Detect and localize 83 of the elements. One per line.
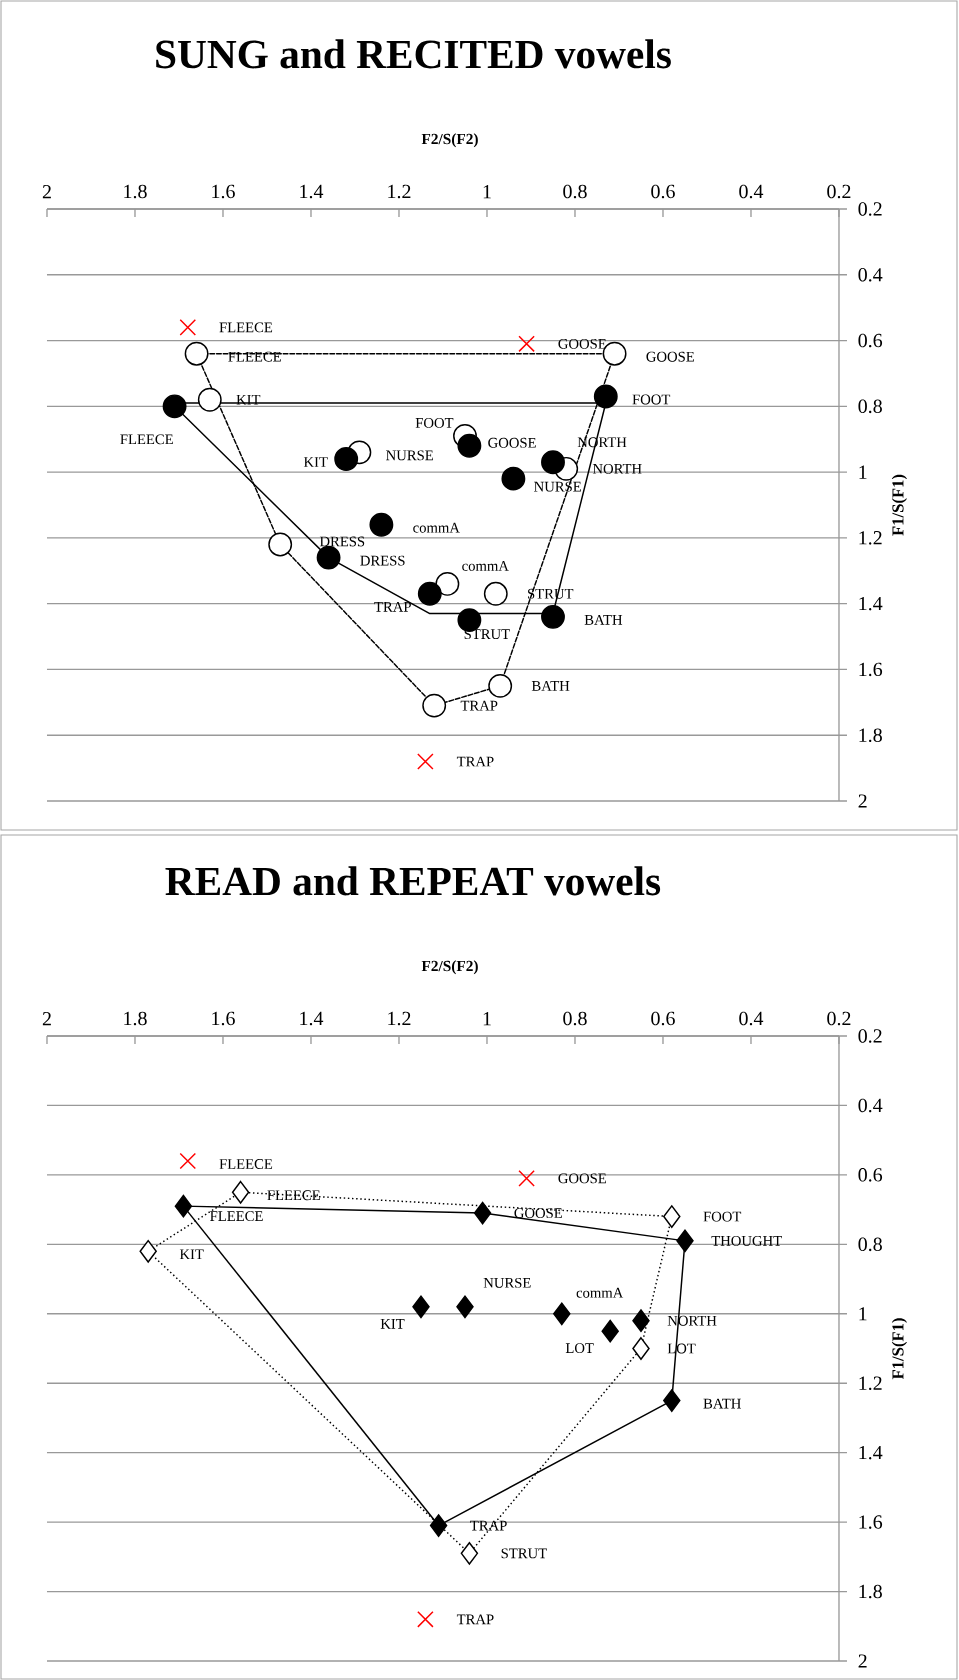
annotation: GOOSE	[646, 351, 694, 362]
x-tick-label: 1.2	[388, 184, 411, 199]
y-tick-label: 1.2	[859, 1376, 882, 1390]
annotation: TRAP	[460, 700, 498, 711]
x-tick-label: 1.4	[300, 1011, 324, 1026]
y-tick-label: 0.8	[858, 1237, 882, 1252]
y-tick-label: 0.8	[858, 399, 882, 414]
annotation: commA	[413, 522, 460, 533]
annotation: NORTH	[592, 463, 642, 474]
annotation: GOOSE	[558, 338, 606, 349]
annotation: LOT	[565, 1343, 594, 1354]
y-tick-label: 1.6	[859, 662, 883, 677]
annotation: TRAP	[456, 1614, 494, 1625]
annotation: NURSE	[386, 450, 433, 461]
annotation: DRESS	[319, 536, 365, 547]
annotation: THOUGHT	[711, 1235, 782, 1246]
annotation: FOOT	[415, 418, 454, 428]
x-tick-label: 0.8	[563, 184, 587, 199]
annotation: KIT	[303, 457, 328, 467]
x-tick-label: 0.2	[827, 1011, 851, 1026]
chart-title: SUNG and RECITED vowels	[156, 39, 671, 69]
annotation: FLEECE	[219, 1159, 273, 1169]
x-tick-label: 1.8	[124, 1011, 147, 1026]
annotation: FLEECE	[267, 1190, 320, 1201]
x-tick-label: 0.6	[651, 184, 675, 199]
y-tick-label: 2	[858, 1654, 867, 1668]
x-tick-label: 0.2	[827, 184, 851, 199]
y-axis-title: F1/S(F1)	[891, 1318, 907, 1380]
x-tick-label: 2	[42, 1012, 51, 1026]
y-tick-label: 0.2	[858, 1029, 882, 1043]
y-tick-label: 0.4	[858, 267, 883, 282]
x-tick-label: 0.8	[563, 1011, 587, 1026]
annotation: DRESS	[360, 555, 405, 566]
annotation: NURSE	[534, 481, 581, 492]
y-tick-label: 0.6	[858, 333, 883, 348]
y-tick-label: 0.6	[858, 1168, 883, 1182]
annotation: KIT	[380, 1319, 405, 1329]
x-tick-label: 2	[42, 185, 51, 199]
annotation: GOOSE	[558, 1173, 606, 1184]
annotation: FLEECE	[120, 434, 173, 445]
x-axis-title: F2/S(F2)	[421, 960, 478, 975]
y-tick-label: 1.6	[859, 1515, 883, 1529]
chart-title: READ and REPEAT vowels	[165, 866, 661, 896]
x-tick-label: 1.6	[212, 1011, 235, 1026]
y-tick-label: 1.2	[859, 531, 882, 545]
x-tick-label: 1.8	[124, 184, 147, 199]
annotation: TRAP	[374, 601, 411, 612]
annotation: FLEECE	[210, 1211, 263, 1222]
annotation: FOOT	[703, 1211, 742, 1222]
y-tick-label: 1	[859, 1307, 867, 1321]
x-tick-label: 1.4	[300, 184, 324, 199]
annotation: GOOSE	[514, 1208, 562, 1219]
y-tick-label: 0.4	[858, 1098, 883, 1113]
annotation: KIT	[179, 1249, 204, 1260]
y-tick-label: 1	[859, 465, 867, 479]
x-tick-label: 1.2	[388, 1011, 411, 1026]
annotation: commA	[462, 561, 509, 571]
x-axis-title: F2/S(F2)	[421, 133, 478, 148]
annotation: TRAP	[470, 1520, 507, 1531]
annotation: FOOT	[632, 394, 671, 405]
y-tick-label: 2	[858, 794, 867, 808]
x-tick-label: 0.4	[739, 184, 764, 199]
y-axis-title: F1/S(F1)	[891, 474, 907, 536]
annotation: FLEECE	[228, 351, 281, 362]
y-tick-label: 1.4	[859, 596, 883, 611]
annotation: TRAP	[456, 756, 494, 767]
x-tick-label: 0.4	[739, 1011, 764, 1026]
annotation: BATH	[531, 681, 570, 691]
y-tick-label: 1.8	[859, 1584, 882, 1599]
annotation: NURSE	[483, 1277, 531, 1288]
x-tick-label: 1	[483, 185, 491, 199]
annotation: commA	[576, 1287, 624, 1298]
x-tick-label: 0.6	[651, 1011, 675, 1026]
x-tick-label: 1	[483, 1012, 491, 1026]
annotation: FLEECE	[219, 322, 273, 333]
y-tick-label: 1.8	[859, 728, 882, 743]
annotation: BATH	[584, 614, 623, 625]
y-tick-label: 0.2	[858, 202, 882, 216]
annotation: BATH	[703, 1398, 741, 1409]
annotation: GOOSE	[488, 437, 536, 448]
y-tick-label: 1.4	[859, 1445, 883, 1460]
annotation: STRUT	[501, 1548, 547, 1559]
x-tick-label: 1.6	[212, 184, 235, 199]
